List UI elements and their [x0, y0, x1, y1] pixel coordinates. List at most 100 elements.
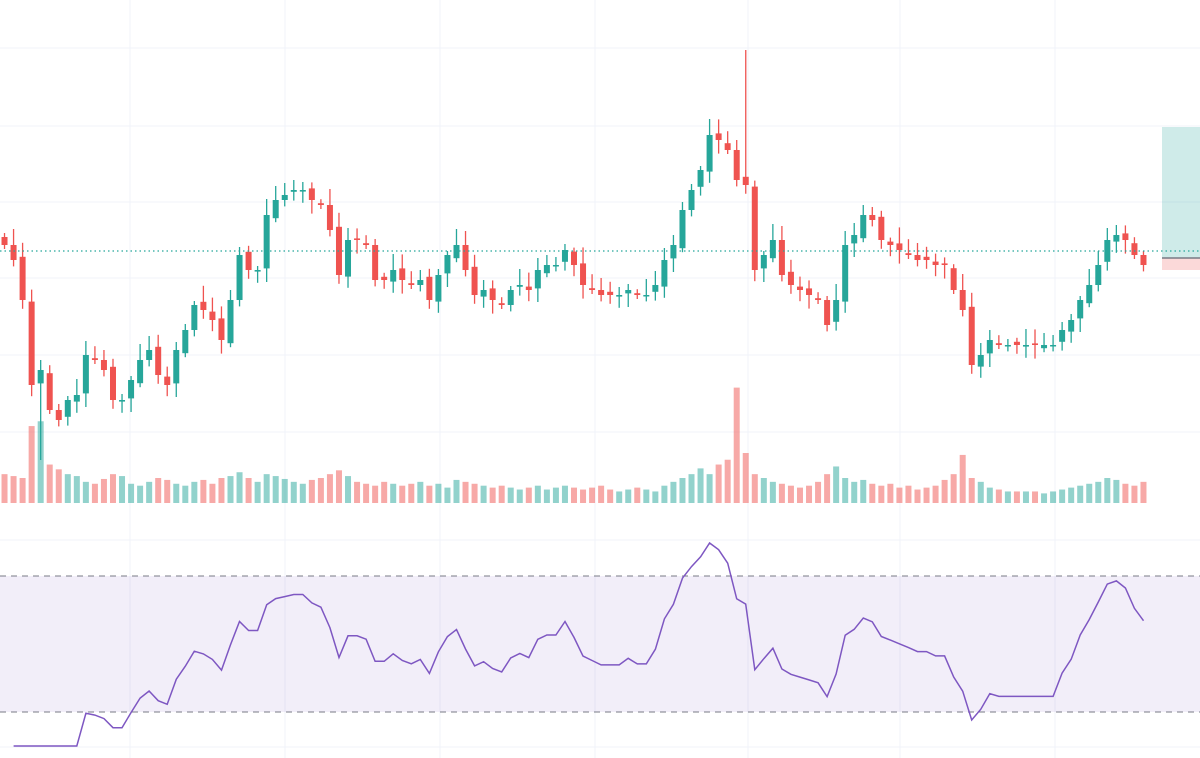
volume-bar	[146, 481, 153, 503]
volume-bar	[64, 474, 71, 503]
candle-body-up	[37, 370, 44, 384]
candle-body-up	[82, 355, 89, 394]
candle-body-down	[607, 291, 614, 295]
candle-body-down	[724, 143, 731, 150]
candle-body-down	[787, 271, 794, 285]
volume-bar	[742, 453, 749, 503]
volume-bar	[164, 479, 171, 503]
candle-body-down	[55, 410, 62, 420]
candle-body-up	[182, 330, 189, 354]
candle-body-up	[516, 285, 523, 287]
candle-body-up	[1113, 235, 1120, 242]
volume-bar	[878, 485, 885, 503]
volume-bar	[453, 479, 460, 503]
volume-bar	[55, 469, 62, 503]
candle-body-up	[625, 290, 632, 294]
volume-bar	[372, 485, 379, 503]
volume-bar	[10, 476, 17, 503]
candle-body-down	[778, 240, 785, 275]
candle-body-down	[209, 311, 216, 320]
candle-body-down	[878, 216, 885, 240]
volume-bar	[769, 481, 776, 503]
candle-body-down	[525, 286, 532, 290]
volume-bar	[28, 426, 35, 503]
volume-bar	[1, 474, 8, 503]
volume-bar	[507, 487, 514, 503]
rsi-band	[0, 575, 1200, 713]
candle-body-down	[968, 306, 975, 365]
volume-bar	[815, 481, 822, 503]
volume-bar	[1095, 481, 1102, 503]
candle-body-up	[688, 190, 695, 210]
candle-body-up	[73, 395, 80, 402]
candle-body-up	[128, 380, 135, 399]
candle-body-down	[218, 318, 225, 340]
candle-body-down	[598, 290, 605, 295]
candle-body-down	[28, 301, 35, 385]
volume-bar	[191, 481, 198, 503]
volume-bar	[290, 481, 297, 503]
volume-bar	[995, 489, 1002, 503]
candle-body-up	[1068, 320, 1075, 332]
candle-body-up	[543, 265, 550, 274]
volume-bar	[634, 487, 641, 503]
candle-body-up	[552, 265, 559, 267]
candle-body-up	[191, 305, 198, 330]
volume-bar	[733, 387, 740, 503]
volume-bar	[905, 485, 912, 503]
candle-body-down	[571, 251, 577, 265]
candle-body-down	[19, 256, 26, 300]
volume-bar	[543, 489, 550, 503]
volume-bar	[778, 483, 785, 503]
volume-bar	[643, 489, 650, 503]
volume-bars	[1, 387, 1147, 503]
volume-bar	[516, 489, 523, 503]
candle-body-up	[64, 400, 71, 417]
volume-bar	[552, 487, 559, 503]
volume-bar	[896, 487, 903, 503]
candle-body-down	[354, 238, 361, 240]
candle-body-down	[363, 243, 370, 245]
rsi-line	[13, 541, 1145, 747]
long-position-tool[interactable]	[1162, 127, 1200, 270]
volume-bar	[155, 478, 162, 503]
candle-body-up	[173, 350, 180, 384]
volume-bar	[209, 483, 216, 503]
volume-bar	[652, 491, 659, 503]
volume-bar	[19, 478, 26, 503]
volume-bar	[887, 483, 894, 503]
candle-body-down	[869, 215, 876, 220]
candle-body-up	[299, 190, 306, 192]
volume-bar	[1122, 483, 1129, 503]
volume-bar	[724, 459, 731, 503]
candle-body-down	[1140, 255, 1147, 265]
volume-bar	[128, 483, 135, 503]
candle-body-up	[561, 250, 568, 262]
candle-body-down	[489, 288, 496, 300]
volume-bar	[73, 476, 80, 503]
candle-body-down	[995, 343, 1002, 345]
candle-body-down	[887, 241, 894, 245]
volume-bar	[977, 481, 984, 503]
volume-bar	[571, 487, 577, 503]
volume-bar	[715, 464, 722, 503]
candle-body-down	[806, 288, 813, 295]
candle-body-down	[580, 263, 587, 285]
candle-body-up	[227, 300, 234, 344]
volume-bar	[335, 470, 342, 503]
candle-body-up	[1022, 345, 1029, 347]
candle-body-up	[986, 340, 993, 354]
volume-bar	[525, 487, 532, 503]
candlestick-series	[1, 50, 1147, 460]
candle-body-up	[435, 275, 442, 302]
candle-body-up	[263, 215, 270, 269]
candle-body-up	[760, 255, 767, 269]
volume-bar	[317, 478, 324, 503]
candle-body-up	[137, 360, 144, 384]
volume-bar	[444, 487, 451, 503]
volume-bar	[950, 474, 957, 503]
volume-bar	[932, 485, 939, 503]
candle-body-down	[1131, 243, 1138, 255]
rsi-band-fill	[0, 576, 1200, 712]
